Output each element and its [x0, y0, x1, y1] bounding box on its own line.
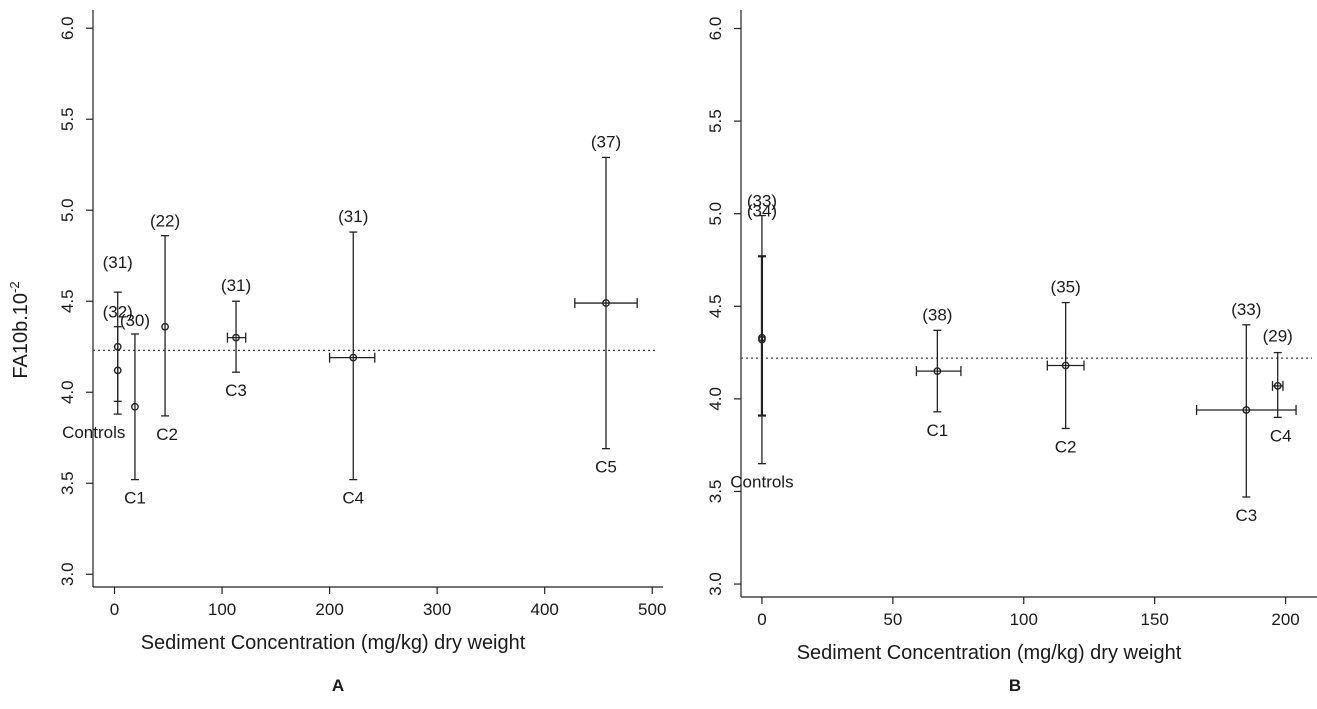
group-label: C2	[1055, 437, 1077, 456]
y-tick-label: 5.5	[706, 109, 725, 133]
y-tick-label: 6.0	[706, 17, 725, 41]
y-tick-label: 4.5	[706, 294, 725, 318]
data-point	[1242, 406, 1251, 414]
panel-b: 3.0 3.5 4.0 4.5 5.0 5.5 6.0 0 50 100 150 200 Sedimen…	[706, 10, 1317, 664]
x-tick-label: 200	[1271, 610, 1299, 629]
x-tick-label: 500	[638, 600, 666, 619]
sample-size-label: (29)	[1263, 327, 1293, 346]
y-tick-label: 5.0	[58, 198, 77, 222]
y-tick-label: 5.0	[706, 202, 725, 226]
sample-size-label: (31)	[338, 207, 368, 226]
y-axis-title-superscript: -2	[7, 281, 22, 293]
x-tick-label: 100	[208, 600, 236, 619]
x-tick-label: 100	[1010, 610, 1038, 629]
sample-size-label: (33)	[1231, 300, 1261, 319]
x-tick-label: 300	[423, 600, 451, 619]
sample-size-label: (35)	[1051, 278, 1081, 297]
data-point	[131, 402, 139, 411]
y-axis-title-main: FA10b.10	[10, 293, 32, 379]
panel-a: 3.0 3.5 4.0 4.5 5.0 5.5 6.0 0 100 200 300 400 500 Sed…	[58, 10, 666, 654]
group-label: C4	[342, 489, 364, 508]
group-label: C1	[124, 489, 146, 508]
data-point	[758, 335, 766, 344]
panel-label-b: B	[1009, 676, 1021, 695]
sample-size-label: (22)	[150, 212, 180, 231]
group-label: C1	[926, 421, 948, 440]
x-tick-label: 0	[757, 610, 766, 629]
data-point	[933, 367, 942, 375]
y-axis-title: FA10b.10-2	[7, 281, 32, 378]
sample-size-label: (37)	[591, 132, 621, 151]
group-label: C5	[595, 458, 617, 477]
sample-size-label: (30)	[120, 311, 150, 330]
x-tick-label: 50	[883, 610, 902, 629]
sample-size-label: (31)	[221, 276, 251, 295]
x-tick-label: 150	[1140, 610, 1168, 629]
panel-label-a: A	[332, 676, 344, 695]
x-tick-label: 400	[531, 600, 559, 619]
y-tick-label: 6.0	[58, 16, 77, 40]
x-tick-label: 200	[315, 600, 343, 619]
sample-size-label: (33)	[747, 192, 777, 211]
group-label: C3	[225, 381, 247, 400]
sample-size-label: (38)	[922, 305, 952, 324]
data-point	[232, 333, 240, 342]
group-label: C2	[156, 425, 178, 444]
sample-size-label: (31)	[103, 253, 133, 272]
data-point	[1061, 361, 1070, 370]
y-tick-label: 3.0	[58, 562, 77, 586]
y-tick-label: 3.5	[58, 471, 77, 495]
y-tick-label: 3.0	[706, 572, 725, 596]
data-point	[1273, 382, 1282, 390]
y-tick-label: 4.5	[58, 289, 77, 313]
sample-size-label: (34)	[747, 201, 777, 220]
y-tick-label: 4.0	[58, 380, 77, 404]
y-tick-label: 5.5	[58, 107, 77, 131]
x-axis-title: Sediment Concentration (mg/kg) dry weigh…	[797, 642, 1182, 664]
y-tick-label: 4.0	[706, 387, 725, 411]
group-label: Controls	[730, 473, 793, 492]
data-point	[602, 299, 610, 307]
data-point	[113, 366, 122, 375]
x-tick-label: 0	[110, 600, 119, 619]
y-tick-label: 3.5	[706, 480, 725, 504]
x-axis-title: Sediment Concentration (mg/kg) dry weigh…	[141, 632, 526, 654]
sample-size-label: (32)	[103, 303, 133, 322]
group-label: C4	[1270, 426, 1292, 445]
group-label: C3	[1235, 506, 1257, 525]
group-label: Controls	[62, 423, 125, 442]
data-point	[161, 322, 169, 331]
data-point	[349, 353, 358, 362]
